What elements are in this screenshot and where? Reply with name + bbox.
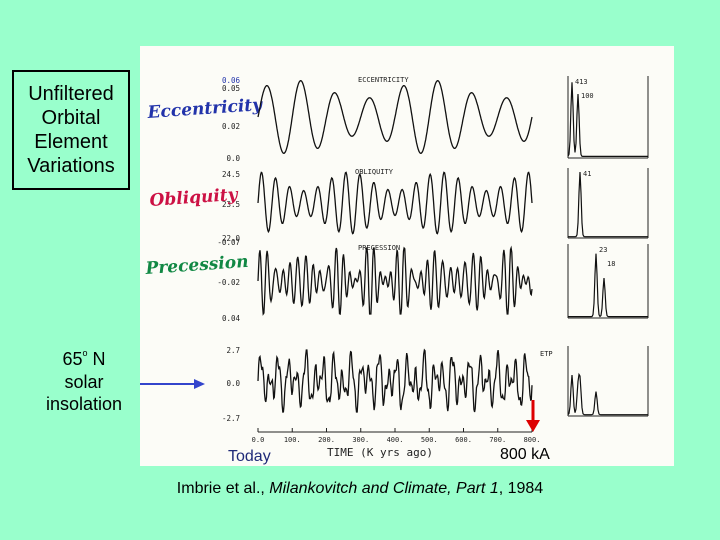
series-line [257,245,533,316]
chart-scan: 0.0 100. 200. 300. 400. 500. 600. 700. 800. TIME … [140,46,674,466]
citation-authors: Imbrie et al., [176,480,270,497]
x-tick-label: 300. [352,436,369,444]
panel-title: ECCENTRICITY [358,76,409,84]
period-label: 100 [581,92,594,100]
y-tick-label: 0.0 [226,379,240,388]
y-tick-label: -2.7 [222,414,240,423]
x-axis-label: TIME (K yrs ago) [327,446,433,459]
period-label: 41 [583,170,591,178]
citation-title: Milankovitch and Climate, Part 1 [269,480,499,497]
insolation-arrowhead-icon [194,379,205,389]
marker-arrowhead-icon [526,420,540,432]
period-label: 413 [575,78,588,86]
y-tick-label: 24.5 [222,170,240,179]
insolation-north: N [87,349,106,369]
spectrum-line [567,372,648,416]
period-label: 23 [599,246,607,254]
title-line: Unfiltered [28,83,114,105]
y-tick-label: 2.7 [226,346,240,355]
orbital-chart: 0.0 100. 200. 300. 400. 500. 600. 700. 800. TIME … [144,76,649,459]
x-tick-label: 200. [318,436,335,444]
insolation-label: 65o N solar insolation [28,348,140,416]
title-line: Variations [27,155,115,177]
spectrum-line [568,171,648,238]
insolation-line3: insolation [45,394,123,414]
y-tick-label: 23.5 [222,200,240,209]
y-tick-label: 22.0 [222,234,241,243]
y-tick-label: 0.02 [222,122,240,131]
y-tick-label: 0.05 [222,84,240,93]
x-tick-label: 800. [524,436,541,444]
citation: Imbrie et al., Milankovitch and Climate,… [0,480,720,498]
x-tick-label: 100. [284,436,301,444]
y-tick-label: 0.06 [222,76,241,85]
x-tick-label: 0.0 [252,436,265,444]
period-label: 18 [607,260,615,268]
series-line [257,348,533,413]
insolation-degrees: 65 [62,349,83,369]
y-tick-label: 0.04 [222,314,241,323]
series-line [257,171,533,235]
panel-title: ETP [540,350,553,358]
x-tick-label: 700. [489,436,506,444]
x-tick-label: 600. [455,436,472,444]
y-tick-label: 0.0 [226,154,240,163]
today-label: Today [228,448,271,465]
spectrum-line [567,82,648,157]
panel-title: OBLIQUITY [355,168,394,176]
x-tick-label: 400. [387,436,404,444]
x-tick-label: 500. [421,436,438,444]
degree-mark: o [82,348,88,358]
y-tick-label: -0.07 [217,238,240,247]
title-line: Element [34,131,108,153]
series-line [257,80,533,154]
title-line: Orbital [41,107,101,129]
y-tick-label: -0.02 [217,278,240,287]
panel-title: PRECESSION [358,244,400,252]
citation-year: , 1984 [498,480,544,497]
title-box: Unfiltered Orbital Element Variations [12,70,130,190]
spectrum-line [568,253,648,318]
insolation-line2: solar [64,371,104,392]
marker-label: 800 kA [500,446,550,463]
